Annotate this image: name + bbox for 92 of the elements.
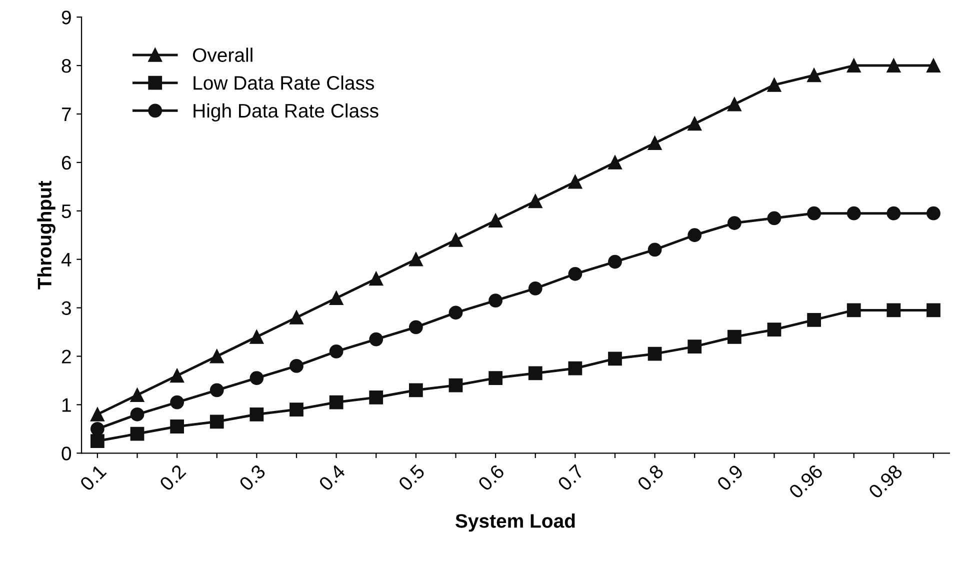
x-tick-label: 0.98 [868, 464, 904, 500]
point [727, 330, 742, 344]
point [528, 366, 542, 380]
x-tick-label: 0.1 [79, 464, 107, 492]
point [170, 420, 184, 434]
point [846, 58, 861, 72]
point [648, 136, 662, 150]
point [130, 388, 144, 402]
legend-label: Overall [192, 48, 252, 62]
point [210, 383, 224, 398]
point [846, 303, 861, 318]
point [329, 395, 344, 410]
point [329, 291, 344, 306]
point [926, 58, 940, 72]
point [488, 371, 502, 385]
point [528, 194, 542, 208]
point [90, 407, 104, 422]
legend-label: Low Data Rate Class [194, 76, 374, 90]
y-tick-label: 6 [62, 156, 71, 170]
y-tick-label: 1 [62, 398, 71, 412]
y-tick-label: 9 [62, 10, 71, 24]
x-axis-title: System Load [456, 514, 575, 532]
point [408, 383, 423, 398]
point [290, 402, 304, 416]
point [408, 252, 423, 266]
point [448, 378, 463, 392]
point [488, 294, 502, 308]
y-tick-label: 3 [62, 301, 71, 316]
point [608, 156, 622, 170]
point [886, 303, 901, 318]
point [448, 306, 463, 320]
point [170, 395, 184, 410]
x-tick-label: 0.5 [398, 464, 426, 492]
y-tick-label: 0 [62, 446, 72, 460]
point [408, 320, 423, 334]
point [926, 303, 940, 318]
point [568, 361, 582, 376]
point [767, 322, 782, 337]
x-tick-label: 0.6 [477, 464, 506, 492]
point [369, 332, 384, 346]
x-tick-label: 0.4 [318, 464, 346, 492]
point [130, 426, 144, 441]
point [648, 242, 662, 257]
point [608, 254, 622, 269]
point [448, 233, 463, 247]
y-tick-label: 2 [62, 350, 71, 364]
point [807, 312, 821, 327]
point [528, 281, 542, 296]
y-tick-label: 4 [61, 253, 72, 266]
point [170, 368, 184, 383]
point [250, 330, 264, 344]
point [727, 97, 742, 112]
point [807, 68, 821, 82]
legend-label: High Data Rate Class [194, 103, 378, 122]
point [727, 216, 742, 230]
point [250, 371, 264, 385]
x-tick-label: 0.2 [158, 464, 186, 492]
x-tick-label: 0.96 [788, 464, 824, 500]
point [688, 340, 702, 354]
x-tick-label: 0.9 [716, 464, 744, 492]
point [926, 206, 940, 220]
point [210, 414, 224, 429]
point [608, 352, 622, 366]
point [90, 434, 104, 448]
point [767, 78, 782, 92]
x-tick-label: 0.7 [556, 464, 585, 492]
point [767, 211, 782, 226]
point [807, 206, 821, 220]
point [130, 407, 144, 422]
point [688, 228, 702, 242]
point [329, 344, 344, 358]
y-tick-label: 5 [62, 204, 71, 218]
point [846, 206, 861, 220]
point [290, 358, 304, 373]
point [210, 349, 224, 364]
point [250, 407, 264, 422]
point [886, 58, 901, 72]
point [886, 206, 901, 220]
point [369, 272, 384, 286]
point [688, 116, 702, 131]
point [648, 346, 662, 361]
x-tick-label: 0.3 [238, 464, 266, 492]
point [90, 422, 104, 436]
y-tick-label: 7 [62, 108, 71, 122]
point [568, 174, 582, 189]
y-axis-title: Throughput [37, 180, 56, 290]
point [488, 214, 502, 228]
x-tick-label: 0.8 [636, 464, 664, 492]
y-tick-label: 8 [62, 59, 71, 73]
point [369, 390, 384, 404]
point [290, 310, 304, 324]
point [568, 266, 582, 281]
